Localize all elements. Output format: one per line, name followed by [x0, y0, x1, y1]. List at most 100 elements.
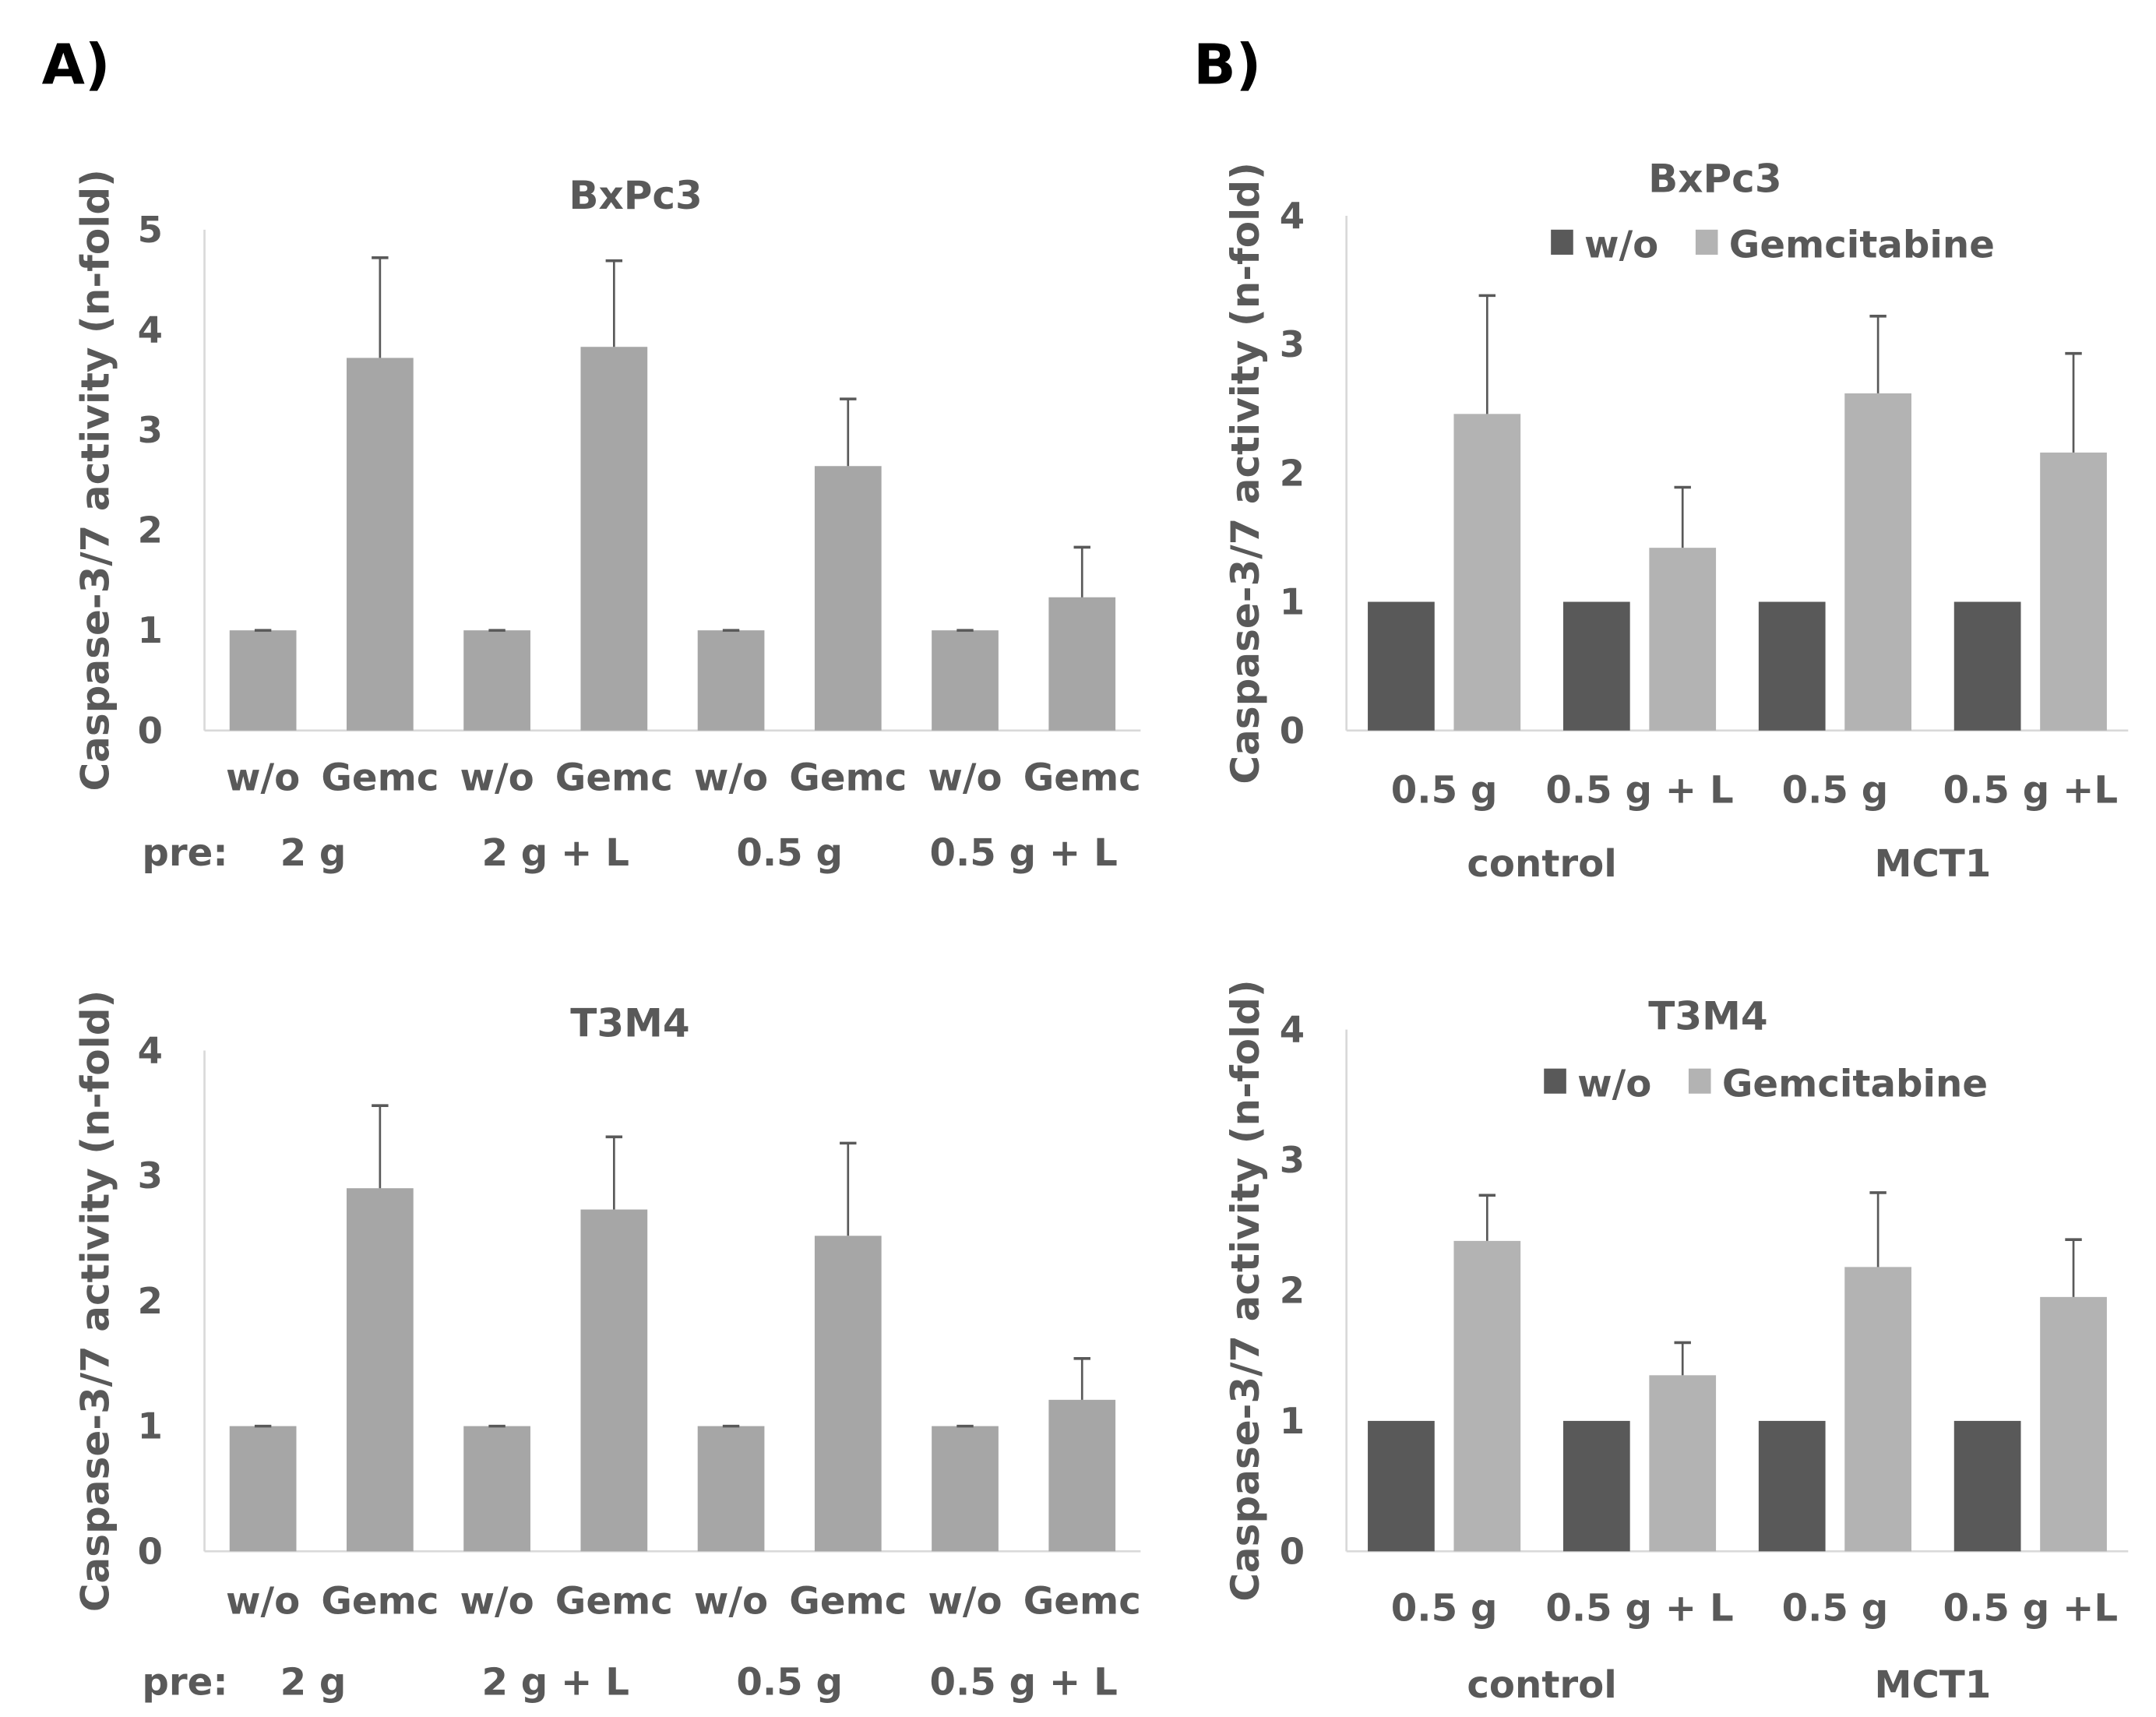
x-tick-label: w/o [226, 756, 300, 799]
chart-b-bxpc3: BxPc3 0 1 2 3 4 Caspase-3/7 activity (n-fold) 0… [1223, 157, 2129, 886]
legend-swatch-gemcitabine [1695, 229, 1718, 255]
legend-swatch-gemcitabine [1688, 1068, 1711, 1094]
legend-label: Gemcitabine [1729, 224, 1995, 267]
x-tick-label: Gemc [321, 1580, 439, 1624]
y-tick-label: 1 [1280, 1400, 1305, 1442]
x-tick-label: w/o [694, 756, 768, 799]
bar-gemcitabine [1453, 1240, 1521, 1552]
y-tick-label: 0 [138, 1530, 163, 1572]
y-tick-label: 2 [1280, 1270, 1305, 1312]
y-tick-label: 0 [1280, 1530, 1305, 1572]
chart-a-bxpc3: BxPc3 0 1 2 3 4 5 Caspase-3/7 activity (n-fold)… [72, 169, 1140, 875]
bar-wo [1758, 1420, 1826, 1552]
x-tick-label: 0.5 g [1782, 769, 1889, 813]
bar-Gemc [580, 347, 648, 731]
x-tick-label: Gemc [321, 756, 439, 799]
legend-label: w/o [1584, 224, 1658, 267]
group-label: 2 g [280, 831, 347, 875]
y-tick-label: 0 [138, 710, 163, 752]
y-axis-title: Caspase-3/7 activity (n-fold) [72, 990, 118, 1613]
x-tick-label: w/o [460, 756, 534, 799]
bar-wo [1953, 1420, 2021, 1552]
legend-swatch-wo [1544, 1068, 1566, 1094]
bar-Gemc [1048, 597, 1116, 731]
x-tick-label: Gemc [789, 756, 907, 799]
group-label: 2 g + L [481, 1660, 629, 1704]
bar-wo [229, 1426, 297, 1552]
chart-title: BxPc3 [1648, 157, 1781, 202]
y-tick-label: 2 [138, 1280, 163, 1322]
bar-wo [1368, 601, 1435, 731]
y-tick-label: 3 [138, 409, 163, 451]
y-tick-label: 1 [138, 609, 163, 651]
y-tick-label: 4 [1280, 195, 1305, 237]
x-tick-label: Gemc [1023, 1580, 1141, 1624]
legend: w/o Gemcitabine [1551, 224, 1995, 267]
panel-label-b: B) [1193, 32, 1261, 97]
x-tick-label: 0.5 g + L [1545, 769, 1733, 813]
x-tick-label: w/o [928, 756, 1002, 799]
bar-wo [932, 630, 999, 731]
group-label: control [1467, 1663, 1616, 1707]
group-label: 0.5 g + L [929, 1660, 1117, 1704]
bar-wo [697, 630, 765, 731]
bar-Gemc [1048, 1399, 1116, 1552]
y-tick-label: 1 [1280, 581, 1305, 623]
x-tick-label: 0.5 g + L [1545, 1587, 1733, 1631]
group-label: 0.5 g + L [929, 831, 1117, 875]
x-tick-label: Gemc [555, 1580, 673, 1624]
bar-wo [1368, 1420, 1435, 1552]
bar-wo [1562, 1420, 1630, 1552]
bar-wo [463, 1426, 530, 1552]
x-tick-label: 0.5 g [1782, 1587, 1889, 1631]
chart-title: T3M4 [570, 1001, 689, 1046]
y-axis-title: Caspase-3/7 activity (n-fold) [1223, 979, 1268, 1602]
bar-Gemc [814, 466, 882, 731]
bar-wo [1758, 601, 1826, 731]
group-prefix-label: pre: [142, 831, 227, 875]
y-tick-label: 3 [1280, 323, 1305, 365]
x-tick-label: w/o [460, 1580, 534, 1624]
y-tick-label: 4 [1280, 1009, 1305, 1051]
chart-title: BxPc3 [569, 173, 702, 218]
x-tick-label: 0.5 g +L [1943, 769, 2119, 813]
bar-gemcitabine [2040, 452, 2107, 731]
bar-gemcitabine [1453, 414, 1521, 731]
group-label: MCT1 [1874, 1663, 1991, 1707]
y-tick-label: 4 [138, 308, 163, 351]
bar-Gemc [347, 358, 414, 731]
x-tick-label: Gemc [555, 756, 673, 799]
group-prefix-label: pre: [142, 1660, 227, 1704]
x-tick-label: Gemc [789, 1580, 907, 1624]
group-label: 0.5 g [736, 1660, 843, 1704]
y-tick-label: 2 [1280, 452, 1305, 494]
legend-label: Gemcitabine [1722, 1062, 1988, 1105]
group-label: 2 g + L [481, 831, 629, 875]
group-label: MCT1 [1874, 842, 1991, 886]
bar-Gemc [347, 1188, 414, 1552]
x-tick-label: 0.5 g [1391, 769, 1498, 813]
bar-wo [463, 630, 530, 731]
bar-wo [1953, 601, 2021, 731]
bar-gemcitabine [1844, 1267, 1911, 1552]
x-tick-label: w/o [928, 1580, 1002, 1624]
x-tick-label: 0.5 g +L [1943, 1587, 2119, 1631]
group-label: 2 g [280, 1660, 347, 1704]
bar-wo [697, 1426, 765, 1552]
x-tick-label: w/o [226, 1580, 300, 1624]
bar-wo [229, 630, 297, 731]
legend: w/o Gemcitabine [1544, 1062, 1988, 1105]
chart-a-t3m4: T3M4 0 1 2 3 4 Caspase-3/7 activity (n-fold) w/… [72, 990, 1140, 1705]
bar-gemcitabine [1649, 1375, 1717, 1552]
y-tick-label: 1 [138, 1405, 163, 1447]
y-tick-label: 2 [138, 509, 163, 552]
group-label: 0.5 g [736, 831, 843, 875]
x-tick-label: 0.5 g [1391, 1587, 1498, 1631]
x-tick-label: Gemc [1023, 756, 1141, 799]
y-tick-label: 0 [1280, 710, 1305, 752]
legend-swatch-wo [1551, 229, 1573, 255]
group-label: control [1467, 842, 1616, 886]
y-tick-label: 4 [138, 1030, 163, 1072]
bar-gemcitabine [1649, 548, 1717, 731]
